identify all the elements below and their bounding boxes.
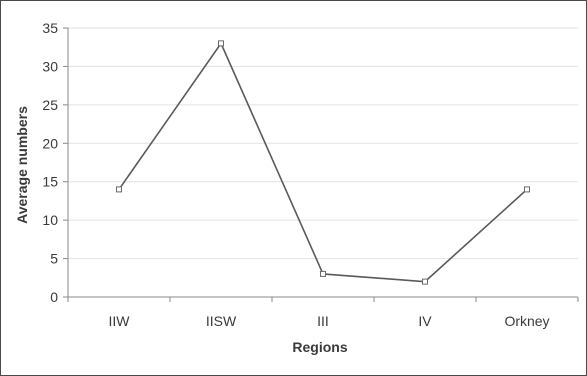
y-tick-label: 0 bbox=[50, 289, 58, 305]
y-tick-label: 25 bbox=[42, 97, 58, 113]
y-axis-title: Average numbers bbox=[14, 106, 30, 224]
y-tick-labels: 0 5 10 15 20 25 30 35 bbox=[42, 20, 58, 305]
series-line bbox=[118, 41, 528, 283]
y-tick-label: 35 bbox=[42, 20, 58, 36]
data-point bbox=[218, 40, 224, 47]
y-tick-label: 15 bbox=[42, 174, 58, 190]
x-axis-title: Regions bbox=[292, 339, 347, 355]
series bbox=[116, 40, 530, 285]
y-tick-label: 5 bbox=[50, 251, 58, 267]
y-tick-label: 20 bbox=[42, 135, 58, 151]
y-tick-label: 30 bbox=[42, 58, 58, 74]
data-point bbox=[320, 270, 326, 277]
x-tick-label: Orkney bbox=[504, 313, 549, 329]
y-tick-label: 10 bbox=[42, 212, 58, 228]
data-point bbox=[524, 186, 530, 193]
data-point bbox=[422, 278, 428, 285]
x-tick-label: IISW bbox=[206, 313, 237, 329]
x-tick-label: IIW bbox=[109, 313, 131, 329]
gridlines bbox=[68, 27, 578, 260]
axes bbox=[63, 27, 579, 302]
data-point bbox=[116, 186, 122, 193]
x-tick-labels: IIW IISW III IV Orkney bbox=[109, 313, 550, 329]
x-tick-label: IV bbox=[418, 313, 432, 329]
x-tick-label: III bbox=[317, 313, 329, 329]
